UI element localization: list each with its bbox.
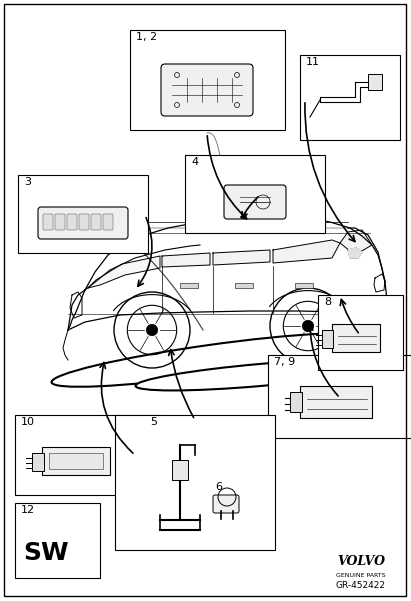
Text: 3: 3 <box>24 177 31 187</box>
FancyBboxPatch shape <box>79 214 89 230</box>
FancyBboxPatch shape <box>103 214 113 230</box>
Text: GR-452422: GR-452422 <box>335 581 385 590</box>
Bar <box>318 295 403 370</box>
Bar <box>18 175 148 253</box>
Bar <box>235 283 253 288</box>
Polygon shape <box>162 253 210 267</box>
Bar <box>42 447 110 475</box>
FancyBboxPatch shape <box>224 185 286 219</box>
Text: 6: 6 <box>215 482 222 492</box>
Bar <box>290 392 302 412</box>
Bar <box>115 415 275 550</box>
Polygon shape <box>348 248 362 258</box>
Text: 10: 10 <box>21 417 35 427</box>
Text: SW: SW <box>23 541 69 565</box>
Bar <box>130 30 285 130</box>
Bar <box>300 386 372 418</box>
Bar <box>268 355 411 438</box>
Text: 12: 12 <box>21 505 35 515</box>
FancyBboxPatch shape <box>161 64 253 116</box>
Bar <box>49 453 103 469</box>
Polygon shape <box>273 240 340 263</box>
FancyBboxPatch shape <box>172 460 188 480</box>
Bar <box>332 324 380 352</box>
FancyBboxPatch shape <box>67 214 77 230</box>
Polygon shape <box>88 256 160 288</box>
Bar <box>15 503 100 578</box>
FancyBboxPatch shape <box>213 495 239 513</box>
Bar <box>322 330 333 348</box>
Bar <box>180 283 198 288</box>
Bar <box>368 74 382 90</box>
FancyBboxPatch shape <box>38 207 128 239</box>
FancyBboxPatch shape <box>91 214 101 230</box>
Bar <box>15 415 160 495</box>
Polygon shape <box>340 230 372 255</box>
Polygon shape <box>213 250 270 265</box>
Bar <box>32 453 44 471</box>
Text: 8: 8 <box>324 297 331 307</box>
Text: 11: 11 <box>306 57 320 67</box>
Text: 4: 4 <box>191 157 198 167</box>
Text: VOLVO: VOLVO <box>337 555 385 568</box>
Bar <box>295 283 313 288</box>
Bar <box>200 222 300 233</box>
Bar <box>185 155 325 233</box>
Circle shape <box>302 320 314 332</box>
Ellipse shape <box>51 333 368 387</box>
Text: 1, 2: 1, 2 <box>136 32 157 42</box>
Text: 7, 9: 7, 9 <box>274 357 295 367</box>
Text: GENUINE PARTS: GENUINE PARTS <box>335 573 385 578</box>
FancyBboxPatch shape <box>43 214 53 230</box>
Bar <box>300 55 400 140</box>
Text: 5: 5 <box>150 417 157 427</box>
FancyBboxPatch shape <box>55 214 65 230</box>
Ellipse shape <box>136 359 385 391</box>
Circle shape <box>146 325 158 336</box>
